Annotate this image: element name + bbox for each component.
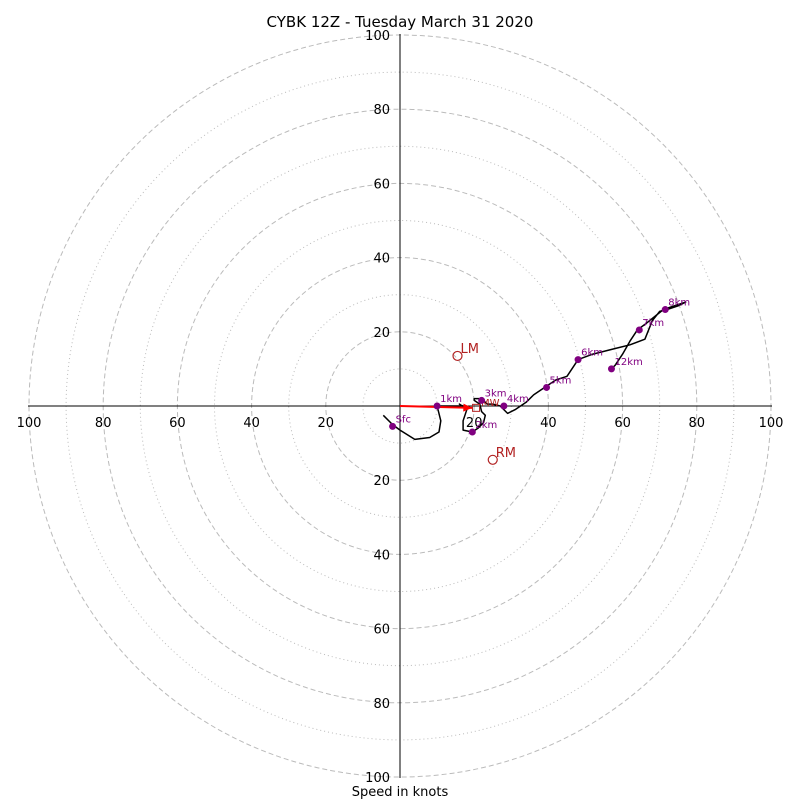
chart-title: CYBK 12Z - Tuesday March 31 2020 [267,13,534,31]
x-axis-label: Speed in knots [352,785,449,800]
height-marker-label: 6km [581,348,603,359]
height-marker-label: 7km [642,318,664,329]
y-tick-label: 20 [373,474,390,489]
height-marker-7km [635,326,643,334]
height-marker-6km [574,356,582,364]
y-tick-label: 20 [373,326,390,341]
height-marker-label: 2km [475,420,497,431]
y-tick-label: 60 [373,177,390,192]
height-marker-label: 12km [614,357,642,368]
height-marker-8km [661,306,669,314]
height-marker-3km [478,396,486,404]
height-marker-Sfc [389,422,397,430]
x-tick-label: 60 [169,416,186,431]
wind-profile-trace [382,301,687,441]
mean-wind-marker [472,403,481,412]
x-tick-label: 80 [95,416,112,431]
height-marker-1km [433,402,441,410]
x-tick-label: 60 [614,416,631,431]
x-tick-label: 100 [759,416,784,431]
y-tick-label: 100 [365,29,390,44]
x-tick-label: 40 [540,416,557,431]
height-marker-label: 3km [485,388,507,399]
storm-motion-label: LM [461,342,479,357]
height-marker-12km [607,365,615,373]
x-tick-label: 40 [243,416,260,431]
y-tick-label: 40 [373,548,390,563]
height-marker-label: 1km [440,394,462,405]
y-tick-label: 40 [373,252,390,267]
y-tick-label: 80 [373,697,390,712]
shear-vector-arrowhead [463,403,473,412]
y-tick-label: 60 [373,623,390,638]
wind-profile-layer: MW [382,301,687,441]
height-marker-label: 8km [668,298,690,309]
height-marker-label: 4km [507,394,529,405]
y-tick-label: 100 [365,771,390,786]
storm-motion-label: RM [496,446,516,461]
x-tick-label: 20 [318,416,335,431]
y-tick-labels: 100 80 60 40 20 20 40 60 80 100 [365,29,390,786]
x-tick-labels: 100 80 60 40 20 20 40 60 80 100 [17,416,784,431]
height-marker-2km [468,428,476,436]
height-marker-5km [543,383,551,391]
mean-wind-label: MW [481,398,500,409]
storm-motion-marker-RM [487,454,498,465]
height-marker-4km [500,402,508,410]
height-marker-label: Sfc [396,414,411,425]
storm-motion-markers: LM RM [452,342,516,465]
height-marker-label: 5km [550,375,572,386]
y-tick-label: 80 [373,103,390,118]
x-tick-label: 100 [17,416,42,431]
storm-motion-marker-LM [452,350,463,362]
x-tick-label: 80 [689,416,706,431]
